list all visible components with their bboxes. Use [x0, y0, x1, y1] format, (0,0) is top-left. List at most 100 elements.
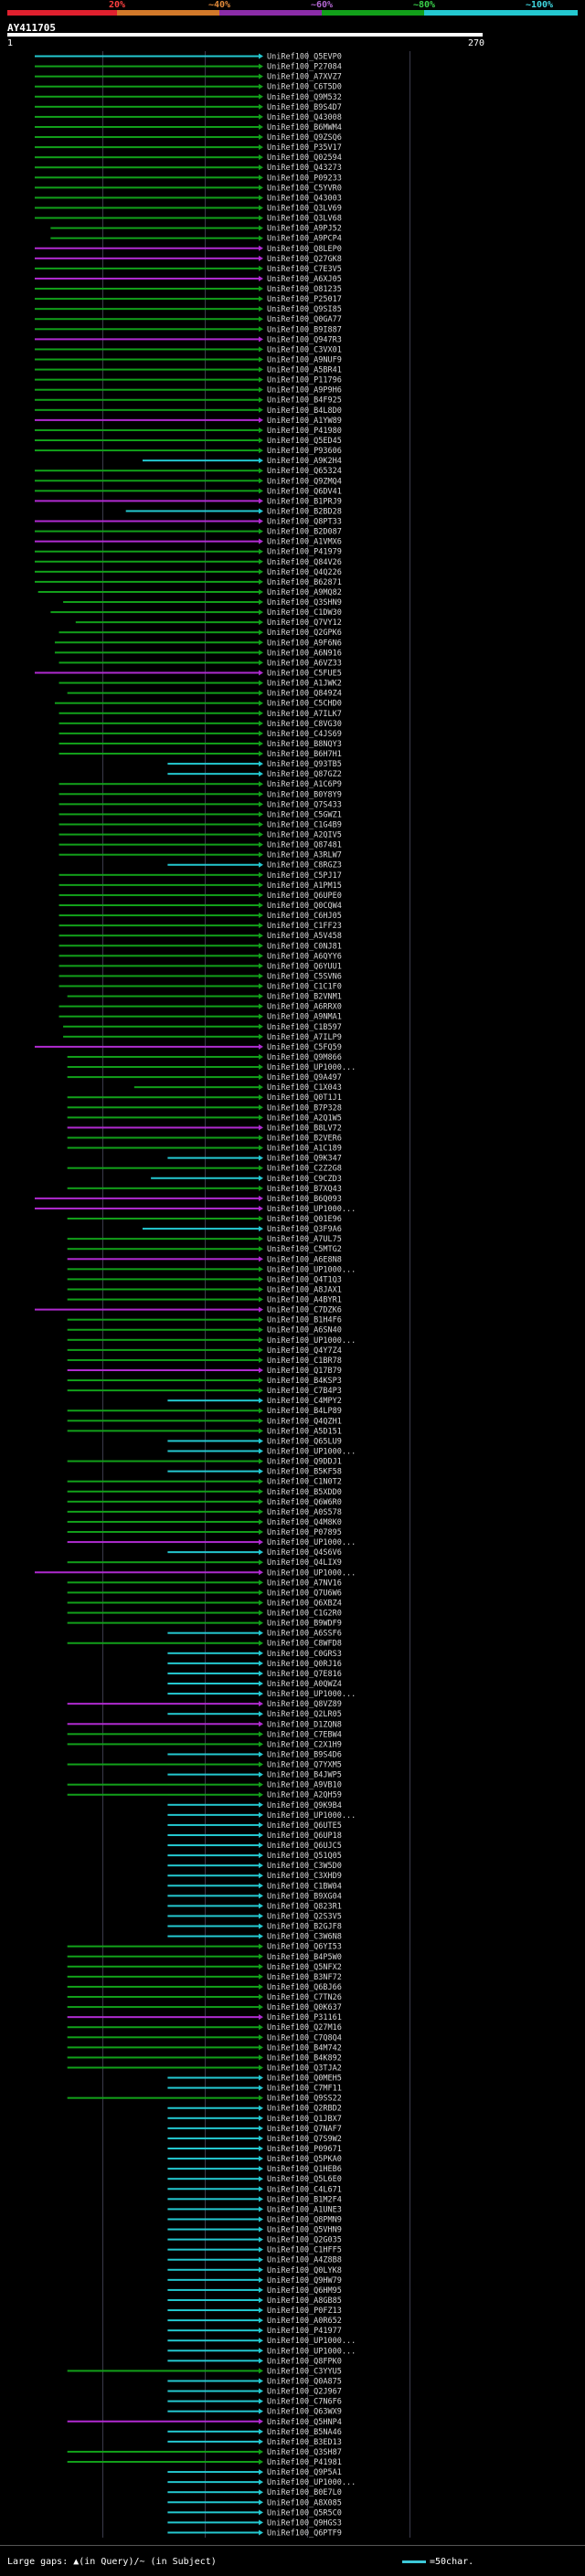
- hit-alignment-bar[interactable]: [67, 1541, 260, 1544]
- hit-label[interactable]: UniRef100_B8LV72: [267, 1124, 342, 1133]
- hit-label[interactable]: UniRef100_A9F6N6: [267, 639, 342, 648]
- hit-alignment-bar[interactable]: [167, 1773, 260, 1776]
- hit-alignment-bar[interactable]: [167, 2158, 260, 2160]
- hit-label[interactable]: UniRef100_A4Z8B8: [267, 2256, 342, 2265]
- hit-alignment-bar[interactable]: [35, 65, 260, 68]
- hit-label[interactable]: UniRef100_Q7NAF7: [267, 2125, 342, 2134]
- hit-alignment-bar[interactable]: [67, 2056, 260, 2059]
- hit-alignment-bar[interactable]: [67, 2016, 260, 2019]
- hit-label[interactable]: UniRef100_Q7YXM5: [267, 1761, 342, 1770]
- hit-label[interactable]: UniRef100_A6SSF6: [267, 1630, 342, 1639]
- hit-label[interactable]: UniRef100_Q4S6V6: [267, 1548, 342, 1557]
- hit-label[interactable]: UniRef100_A9PCP4: [267, 235, 342, 244]
- hit-alignment-bar[interactable]: [167, 1652, 260, 1654]
- hit-row[interactable]: UniRef100_Q7NAF7: [167, 2125, 342, 2134]
- hit-label[interactable]: UniRef100_A1JWK2: [267, 680, 342, 689]
- hit-row[interactable]: UniRef100_UP1000...: [167, 1448, 356, 1457]
- hit-label[interactable]: UniRef100_A6XJ05: [267, 275, 342, 284]
- hit-label[interactable]: UniRef100_UP1000...: [267, 1538, 356, 1547]
- hit-row[interactable]: UniRef100_C7TN26: [67, 1993, 342, 2002]
- hit-row[interactable]: UniRef100_Q6XBZ4: [67, 1599, 342, 1608]
- hit-alignment-bar[interactable]: [67, 1379, 260, 1382]
- hit-label[interactable]: UniRef100_P07895: [267, 1528, 342, 1537]
- hit-alignment-bar[interactable]: [67, 1409, 260, 1412]
- hit-row[interactable]: UniRef100_Q7VY12: [75, 618, 342, 628]
- hit-label[interactable]: UniRef100_A7NV16: [267, 1578, 342, 1588]
- hit-row[interactable]: UniRef100_Q27M16: [67, 2023, 342, 2032]
- hit-alignment-bar[interactable]: [58, 681, 260, 684]
- hit-alignment-bar[interactable]: [58, 813, 260, 816]
- hit-alignment-bar[interactable]: [67, 2461, 260, 2464]
- hit-label[interactable]: UniRef100_Q0GA77: [267, 315, 342, 324]
- hit-row[interactable]: UniRef100_Q5HNP4: [67, 2418, 342, 2427]
- hit-row[interactable]: UniRef100_B9I887: [35, 325, 342, 334]
- hit-label[interactable]: UniRef100_A5BR41: [267, 366, 342, 375]
- hit-alignment-bar[interactable]: [67, 1389, 260, 1392]
- hit-alignment-bar[interactable]: [35, 480, 260, 482]
- hit-label[interactable]: UniRef100_Q9HW79: [267, 2276, 342, 2286]
- hit-alignment-bar[interactable]: [167, 1156, 260, 1159]
- hit-alignment-bar[interactable]: [67, 1581, 260, 1584]
- hit-row[interactable]: UniRef100_A9PJ52: [50, 225, 342, 234]
- hit-row[interactable]: UniRef100_Q0LYK8: [167, 2266, 342, 2275]
- hit-alignment-bar[interactable]: [50, 227, 261, 229]
- hit-alignment-bar[interactable]: [167, 1925, 260, 1927]
- hit-label[interactable]: UniRef100_A7ILK7: [267, 710, 342, 719]
- hit-alignment-bar[interactable]: [67, 2036, 260, 2039]
- hit-row[interactable]: UniRef100_P31161: [67, 2013, 342, 2022]
- hit-row[interactable]: UniRef100_C5FQ59: [35, 1043, 342, 1052]
- hit-alignment-bar[interactable]: [167, 1854, 260, 1857]
- hit-row[interactable]: UniRef100_Q3SHN9: [63, 598, 342, 607]
- hit-label[interactable]: UniRef100_C5FUE5: [267, 670, 342, 679]
- hit-row[interactable]: UniRef100_Q2GPK6: [58, 628, 342, 638]
- hit-label[interactable]: UniRef100_Q9A497: [267, 1073, 342, 1082]
- hit-row[interactable]: UniRef100_Q5ED45: [35, 437, 342, 446]
- hit-label[interactable]: UniRef100_Q43003: [267, 194, 342, 203]
- hit-alignment-bar[interactable]: [35, 318, 260, 321]
- hit-alignment-bar[interactable]: [58, 803, 260, 806]
- hit-alignment-bar[interactable]: [167, 2137, 260, 2139]
- hit-row[interactable]: UniRef100_A9P9H6: [35, 386, 342, 396]
- hit-alignment-bar[interactable]: [167, 1662, 260, 1664]
- hit-alignment-bar[interactable]: [67, 1126, 260, 1129]
- hit-row[interactable]: UniRef100_B7P328: [67, 1103, 342, 1113]
- hit-alignment-bar[interactable]: [67, 1298, 260, 1301]
- hit-alignment-bar[interactable]: [35, 550, 260, 553]
- hit-label[interactable]: UniRef100_Q2LR05: [267, 1710, 342, 1719]
- hit-alignment-bar[interactable]: [35, 186, 260, 189]
- hit-label[interactable]: UniRef100_B6Q093: [267, 1195, 342, 1204]
- hit-row[interactable]: UniRef100_C1FF23: [58, 922, 342, 931]
- hit-label[interactable]: UniRef100_A9VB10: [267, 1781, 342, 1790]
- hit-label[interactable]: UniRef100_C0NJ81: [267, 942, 342, 951]
- hit-alignment-bar[interactable]: [167, 1915, 260, 1917]
- hit-row[interactable]: UniRef100_C3XHD9: [167, 1872, 342, 1881]
- hit-row[interactable]: UniRef100_A6VZ33: [58, 659, 342, 668]
- hit-row[interactable]: UniRef100_B6Q093: [35, 1195, 342, 1204]
- hit-row[interactable]: UniRef100_UP1000...: [67, 1265, 356, 1274]
- hit-alignment-bar[interactable]: [67, 2046, 260, 2049]
- hit-alignment-bar[interactable]: [35, 105, 260, 108]
- hit-label[interactable]: UniRef100_Q0RJ16: [267, 1660, 342, 1669]
- hit-label[interactable]: UniRef100_Q01E96: [267, 1215, 342, 1224]
- hit-alignment-bar[interactable]: [37, 590, 261, 593]
- hit-alignment-bar[interactable]: [35, 85, 260, 88]
- hit-row[interactable]: UniRef100_A1VMX6: [35, 538, 342, 547]
- hit-label[interactable]: UniRef100_Q65LU9: [267, 1437, 342, 1446]
- hit-alignment-bar[interactable]: [67, 1238, 260, 1240]
- hit-alignment-bar[interactable]: [167, 2511, 260, 2514]
- hit-row[interactable]: UniRef100_Q5NFX2: [67, 1963, 342, 1972]
- hit-alignment-bar[interactable]: [58, 934, 260, 937]
- hit-alignment-bar[interactable]: [67, 995, 260, 998]
- hit-label[interactable]: UniRef100_B2VNM1: [267, 993, 342, 1002]
- hit-alignment-bar[interactable]: [35, 470, 260, 472]
- hit-row[interactable]: UniRef100_A9F6N6: [54, 639, 342, 648]
- hit-row[interactable]: UniRef100_C7MF11: [167, 2085, 342, 2094]
- hit-label[interactable]: UniRef100_C1G2R0: [267, 1610, 342, 1619]
- hit-alignment-bar[interactable]: [35, 560, 260, 563]
- hit-alignment-bar[interactable]: [50, 237, 261, 239]
- hit-label[interactable]: UniRef100_Q3LV69: [267, 205, 342, 214]
- hit-row[interactable]: UniRef100_Q4T1Q3: [67, 1275, 342, 1284]
- hit-row[interactable]: UniRef100_B3NF72: [67, 1973, 342, 1982]
- hit-label[interactable]: UniRef100_Q849Z4: [267, 690, 342, 699]
- hit-alignment-bar[interactable]: [67, 1763, 260, 1766]
